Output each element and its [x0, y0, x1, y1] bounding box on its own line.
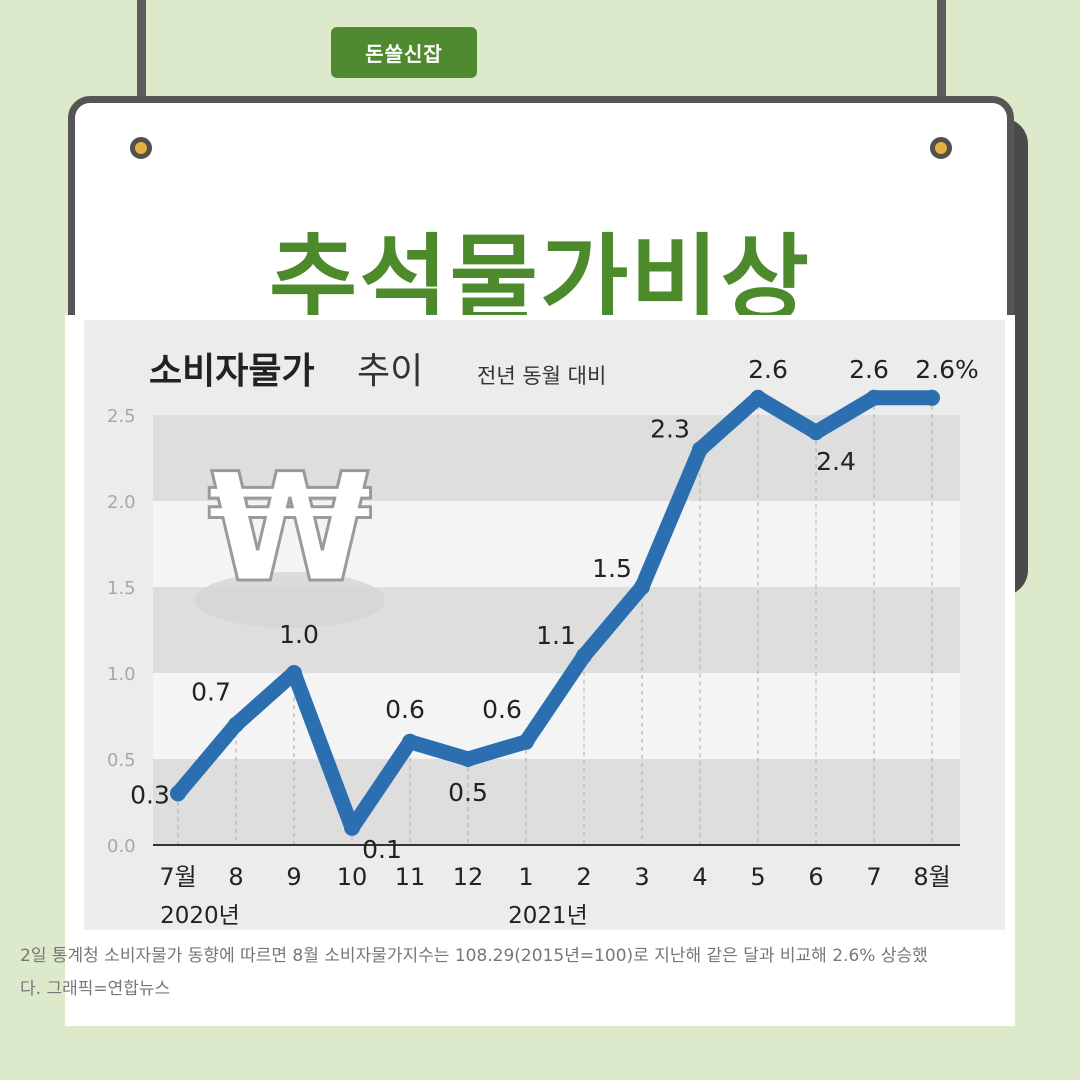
ring-left	[130, 137, 152, 159]
x-axis-ticks: 7월 8 9 10 11 12 1 2 3 4 5 6 7 8월	[159, 863, 950, 891]
data-label: 0.3	[130, 780, 170, 809]
data-point	[692, 441, 708, 458]
data-label: 0.6	[482, 695, 522, 724]
x-tick-label: 6	[808, 863, 823, 891]
data-point	[866, 389, 882, 406]
data-label: 1.1	[536, 621, 576, 650]
grid-band	[153, 759, 960, 845]
data-label: 0.7	[191, 678, 231, 707]
ring-right	[930, 137, 952, 159]
hanging-string-right	[937, 0, 946, 145]
year-label: 2020년	[160, 903, 240, 929]
x-tick-label: 4	[692, 863, 707, 891]
drop-lines	[177, 397, 933, 845]
chart-title-suffix: 추이	[357, 351, 423, 392]
data-point	[460, 751, 476, 767]
chart-card: ₩ 0.0 0.5 1.0 1.5 2.0 2.5 0.3 0.7 1.0 0.1 0.6 0.5 0…	[65, 315, 1015, 1026]
line-chart: ₩ 0.00.51.01.52.02.5 0.30.71.00.10.60.50…	[107, 351, 979, 929]
x-tick-label: 2	[576, 863, 591, 891]
chart-title: 소비자물가	[149, 351, 315, 392]
data-point	[170, 785, 186, 802]
data-point	[344, 819, 360, 836]
data-point	[576, 647, 592, 664]
data-point	[286, 665, 302, 681]
y-tick-label: 2.0	[107, 492, 136, 513]
data-point	[750, 389, 766, 406]
data-point	[518, 733, 534, 750]
x-tick-label: 10	[337, 863, 368, 891]
year-labels: 2020년 2021년	[160, 903, 588, 929]
year-label: 2021년	[508, 903, 588, 929]
data-label: 2.6%	[915, 355, 979, 384]
data-point	[634, 579, 650, 595]
data-points	[170, 389, 940, 836]
y-tick-label: 1.0	[107, 664, 136, 685]
x-tick-label: 8월	[913, 863, 950, 891]
won-icon: ₩	[195, 441, 385, 628]
badge-label: 돈쓸신잡	[365, 42, 443, 66]
data-label: 0.6	[385, 695, 425, 724]
data-point	[808, 424, 824, 441]
won-glyph: ₩	[207, 442, 372, 616]
x-tick-label: 12	[453, 863, 484, 891]
data-label: 0.5	[448, 778, 488, 807]
x-tick-label: 9	[286, 863, 301, 891]
data-label: 1.0	[279, 620, 319, 649]
x-tick-label: 7월	[159, 863, 196, 891]
x-tick-label: 8	[228, 863, 243, 891]
hanging-string-left	[137, 0, 146, 145]
data-point	[402, 733, 418, 750]
y-tick-label: 0.0	[107, 836, 136, 857]
chart-subtitle: 전년 동월 대비	[477, 364, 606, 388]
y-tick-label: 0.5	[107, 750, 136, 771]
y-axis-ticks: 0.0 0.5 1.0 1.5 2.0 2.5	[107, 406, 136, 857]
data-point	[228, 716, 244, 733]
data-label: 1.5	[592, 554, 632, 583]
data-label: 2.6	[748, 355, 788, 384]
data-label: 2.4	[816, 447, 856, 476]
caption: 2일 통계청 소비자물가 동향에 따르면 8월 소비자물가지수는 108.29(…	[20, 946, 928, 999]
y-tick-label: 1.5	[107, 578, 136, 599]
series-line	[170, 390, 940, 836]
won-shadow	[195, 572, 385, 628]
x-tick-label: 5	[750, 863, 765, 891]
x-tick-label: 3	[634, 863, 649, 891]
x-tick-label: 7	[866, 863, 881, 891]
data-point	[924, 389, 940, 406]
data-label: 2.3	[650, 414, 690, 443]
data-labels: 0.3 0.7 1.0 0.1 0.6 0.5 0.6 1.1 1.5 2.3 2.6 2.4 2.6 2…	[130, 355, 979, 864]
y-tick-label: 2.5	[107, 406, 136, 427]
x-tick-label: 1	[518, 863, 533, 891]
data-label: 0.1	[362, 835, 402, 864]
data-label: 2.6	[849, 355, 889, 384]
x-tick-label: 11	[395, 863, 426, 891]
category-badge: 돈쓸신잡	[331, 27, 477, 78]
